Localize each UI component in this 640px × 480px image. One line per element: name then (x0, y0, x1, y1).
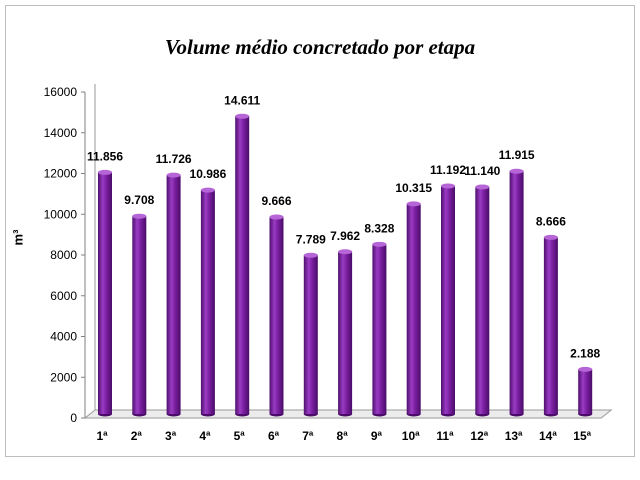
bar-body (132, 216, 147, 414)
bar-top (303, 252, 318, 258)
data-label: 10.986 (190, 167, 227, 181)
x-tick-label: 6ª (268, 429, 280, 443)
bar-body (543, 237, 558, 414)
bar (578, 366, 593, 417)
bar-top (98, 169, 112, 175)
bar-body (269, 217, 284, 414)
bar-top (475, 184, 490, 190)
bar-top (200, 187, 215, 193)
x-tick-label: 9ª (371, 429, 383, 443)
bar (98, 169, 112, 417)
data-label: 11.915 (499, 148, 535, 162)
x-tick-label: 12ª (470, 429, 488, 443)
bar-top (509, 168, 524, 174)
data-label: 2.188 (570, 346, 600, 360)
bar-body (578, 369, 593, 414)
x-tick-label: 8ª (337, 429, 349, 443)
bar (303, 252, 318, 417)
bar-body (235, 116, 250, 414)
bar-top (578, 366, 593, 372)
bar-top (166, 172, 181, 178)
y-tick-label: 14000 (44, 126, 78, 140)
bar (509, 168, 524, 417)
bar-body (98, 172, 112, 414)
bar-top (338, 249, 353, 255)
bar-body (441, 185, 455, 414)
bar-body (406, 203, 421, 414)
bar-body (372, 244, 387, 414)
data-label: 11.140 (464, 164, 500, 178)
bar-top (132, 213, 147, 219)
bar (269, 214, 284, 417)
data-label: 8.328 (364, 221, 394, 235)
bar-body (303, 255, 318, 414)
bar-top (406, 201, 421, 207)
x-tick-label: 5ª (234, 429, 246, 443)
x-tick-label: 3ª (165, 429, 177, 443)
bar (406, 201, 421, 417)
data-label: 10.315 (395, 181, 432, 195)
data-label: 8.666 (536, 214, 566, 228)
y-tick-label: 16000 (44, 85, 78, 99)
y-tick-label: 8000 (50, 248, 77, 262)
data-label: 9.666 (261, 194, 291, 208)
data-label: 14.611 (224, 93, 260, 107)
bar (166, 172, 181, 417)
bar-body (200, 190, 215, 414)
bar (132, 213, 147, 417)
bar-top (235, 113, 250, 119)
axes: 0 2000 4000 6000 8000 10000 12000 14000 16000 (44, 84, 613, 425)
data-label: 9.708 (124, 193, 154, 207)
bar-top (543, 234, 558, 240)
y-tick-label: 6000 (50, 289, 77, 303)
bar (200, 187, 215, 417)
data-label: 11.726 (156, 152, 192, 166)
bar (475, 184, 490, 417)
x-tick-label: 13ª (505, 429, 523, 443)
bar (338, 249, 353, 417)
x-tick-label: 1ª (96, 429, 108, 443)
y-tick-label: 2000 (50, 370, 77, 384)
x-tick-label: 7ª (302, 429, 314, 443)
chart-title: Volume médio concretado por etapa (164, 35, 476, 59)
x-tick-label: 2ª (131, 429, 143, 443)
bar (441, 183, 455, 417)
bar-body (475, 187, 490, 414)
y-tick-label: 4000 (50, 330, 77, 344)
x-tick-label: 15ª (573, 429, 591, 443)
bar-top (269, 214, 284, 220)
bars (98, 113, 593, 417)
data-label: 7.962 (330, 229, 360, 243)
data-label: 7.789 (296, 232, 326, 246)
data-label: 11.192 (430, 163, 466, 177)
labels: 11.856 1ª 9.708 2ª 11.726 3ª 10.986 4ª 14.611 5ª 9… (87, 93, 601, 443)
bar (372, 241, 387, 417)
bar-body (338, 251, 353, 414)
x-tick-label: 10ª (402, 429, 420, 443)
x-tick-label: 14ª (539, 429, 557, 443)
bar-top (441, 183, 455, 189)
y-tick-label: 10000 (44, 207, 78, 221)
data-label: 11.856 (87, 149, 123, 163)
bar (543, 234, 558, 417)
y-tick-label: 12000 (44, 167, 78, 181)
bar (235, 113, 250, 417)
bar-top (372, 241, 387, 247)
x-tick-label: 11ª (436, 429, 454, 443)
bar-body (509, 171, 524, 414)
bar-body (166, 175, 181, 414)
y-tick-label: 0 (70, 411, 77, 425)
x-tick-label: 4ª (199, 429, 211, 443)
